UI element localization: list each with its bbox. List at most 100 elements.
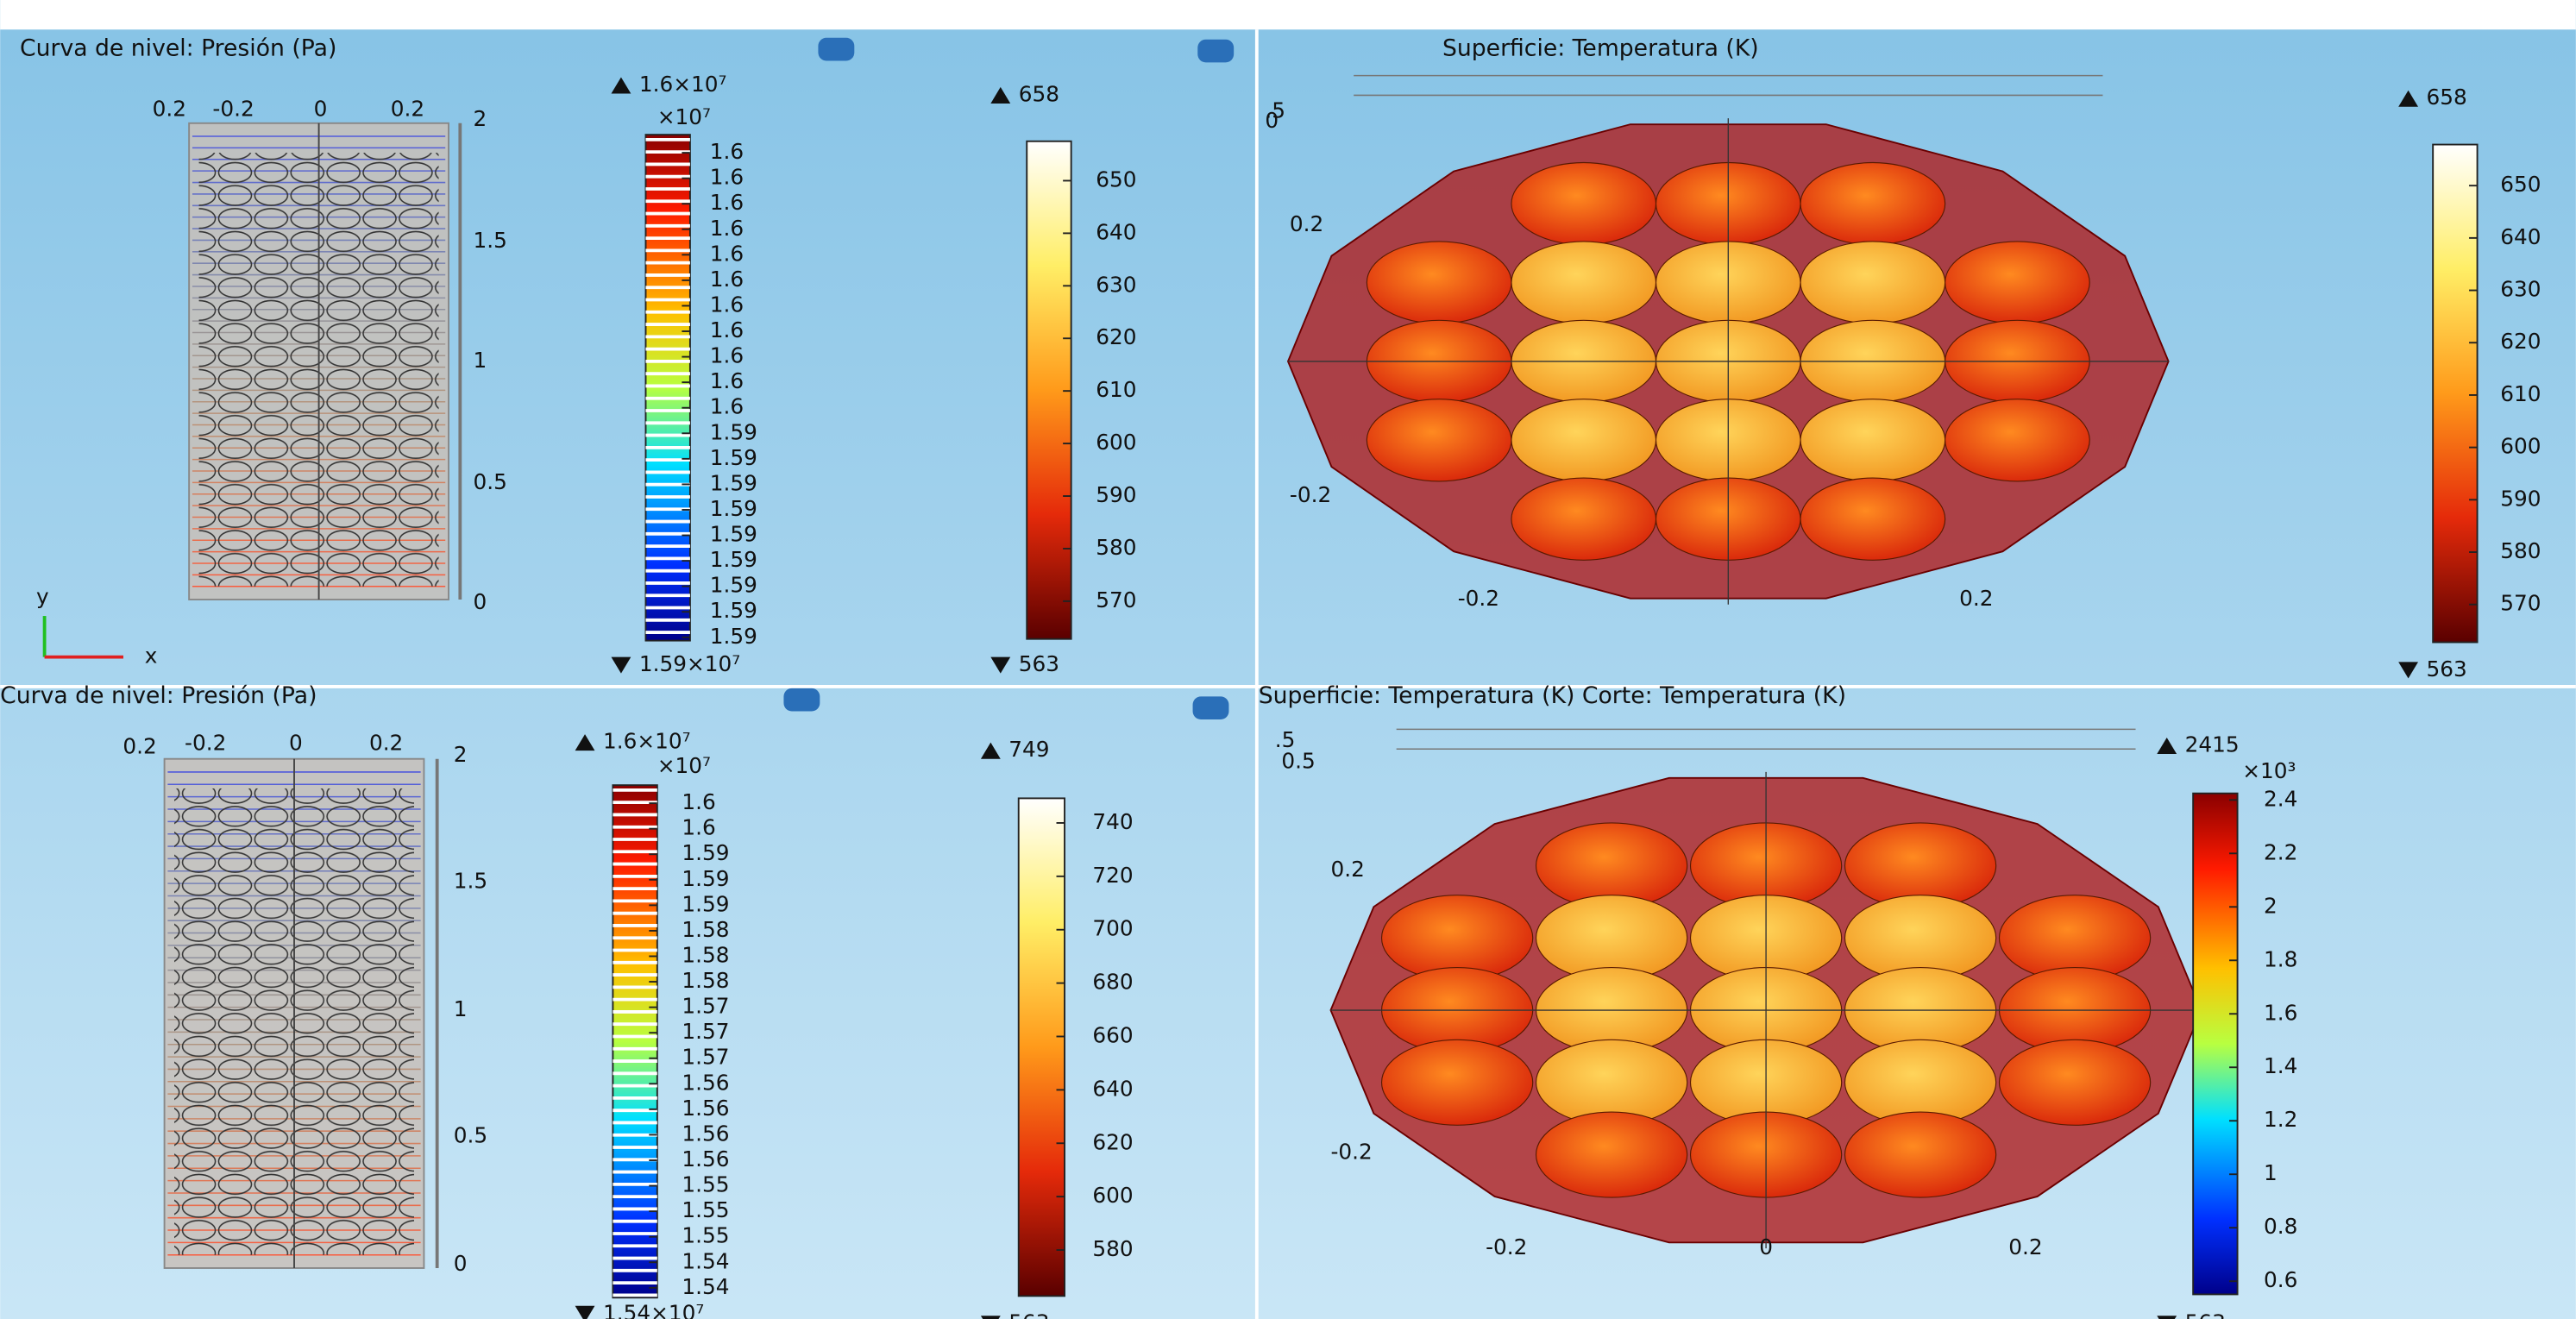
pellet	[1945, 241, 2090, 324]
legend-label: 1.6	[710, 368, 744, 393]
legend-label: 1.59	[710, 624, 757, 649]
legend-label: 580	[2500, 538, 2541, 563]
axis-label: y	[36, 584, 49, 609]
legend-label: 1.54	[682, 1274, 729, 1299]
legend-label: 610	[1096, 377, 1136, 402]
axis-label: x	[145, 644, 158, 669]
color-legend: 2.4 2.2 2 1.8 1.6 1.4 1.2 1 0.8 0.6 2415×10³ 563	[2157, 732, 2297, 1319]
x-tick-label: 0	[314, 97, 328, 122]
legend-label: 0.6	[2264, 1267, 2297, 1292]
legend-label: 1.6	[710, 394, 744, 419]
max-marker	[575, 734, 595, 751]
y-tick-label: 0.5	[454, 1123, 487, 1148]
pellet	[1945, 399, 2090, 482]
icon[interactable]	[783, 688, 820, 712]
legend-label: 570	[2500, 591, 2541, 616]
legend-min: 563	[1019, 651, 1059, 676]
legend-max: 658	[2427, 85, 2467, 110]
legend-label: 1.8	[2264, 946, 2297, 971]
legend-label: 1.6	[710, 241, 744, 266]
x-tick-label: 0.2	[2008, 1234, 2042, 1259]
color-legend: 650 640 630 620 610 600 590 580 570 658 563	[2398, 85, 2541, 681]
x-tick-label: 0	[1759, 1234, 1773, 1259]
legend-label: 1.6	[710, 317, 744, 342]
legend-label: 610	[2500, 381, 2541, 406]
pellet	[1511, 161, 1657, 246]
max-marker	[611, 77, 631, 94]
pellet	[1511, 241, 1657, 324]
panel: Curva de nivel: Presión (Pa) 0.2 -0.2 0 0.2 2…	[0, 682, 1134, 1319]
legend-max: 749	[1008, 737, 1049, 762]
y-tick-label: 0	[474, 589, 487, 614]
legend-label: 1	[2264, 1160, 2278, 1185]
min-marker	[575, 1305, 595, 1319]
y-tick-label: 1	[454, 996, 468, 1021]
color-bar	[1017, 797, 1065, 1297]
pellet	[1800, 399, 1946, 482]
legend-label: 1.59	[682, 891, 729, 916]
legend-label: 580	[1092, 1236, 1133, 1261]
x-tick-label: -0.2	[1458, 586, 1499, 611]
legend-max: 1.6×10⁷	[603, 729, 691, 754]
panel-title: Superficie: Temperatura (K) Corte: Tempe…	[1259, 682, 1846, 709]
y-tick-label: 0.5	[474, 469, 507, 494]
color-legend: 650 640 630 620 610 600 590 580 570 658 563	[990, 81, 1136, 676]
top-strip	[0, 0, 2576, 30]
legend-label: 1.55	[682, 1172, 729, 1197]
pellet	[1380, 1039, 1534, 1126]
icon[interactable]	[818, 37, 855, 61]
legend-label: 650	[1096, 166, 1136, 192]
legend-label: 1.56	[682, 1146, 729, 1171]
legend-min: 563	[1008, 1310, 1049, 1319]
min-marker	[611, 656, 631, 674]
icon[interactable]	[1197, 39, 1235, 63]
pellet	[1511, 399, 1657, 482]
color-bar	[2432, 143, 2479, 644]
legend-multiplier: ×10⁷	[657, 753, 711, 778]
legend-label: 1.6	[682, 789, 715, 814]
panel-title: Curva de nivel: Presión (Pa)	[0, 682, 317, 709]
y-tick-label: 2	[474, 106, 487, 131]
legend-label: 600	[1092, 1183, 1133, 1208]
legend-label: 1.56	[682, 1096, 729, 1121]
legend-label: 1.54	[682, 1248, 729, 1273]
pellet	[1844, 1111, 1997, 1198]
max-marker	[980, 742, 1001, 759]
legend-label: 580	[1096, 535, 1136, 560]
y-tick-label: .5	[1275, 727, 1296, 752]
legend-label: 700	[1092, 916, 1133, 941]
y-tick-label: 1.5	[454, 869, 487, 894]
legend-label: 660	[1092, 1022, 1133, 1047]
x-tick-label: 0.2	[1959, 586, 1993, 611]
pellet	[1366, 399, 1512, 482]
legend-label: 1.59	[682, 840, 729, 865]
toolbar-icons[interactable]	[783, 37, 1235, 719]
pellet	[1511, 477, 1657, 561]
legend-multiplier: ×10³	[2242, 758, 2296, 783]
y-tick-label: .5	[1265, 97, 1285, 122]
legend-label: 1.56	[682, 1121, 729, 1146]
legend-min: 563	[2427, 656, 2467, 681]
x-tick-label: 0	[289, 731, 303, 756]
legend-label: 1.59	[710, 547, 757, 572]
y-tick-label: 0.2	[1331, 857, 1365, 882]
legend-multiplier: ×10⁷	[657, 104, 711, 129]
x-tick-label: 0.2	[123, 733, 156, 758]
pellet	[1800, 241, 1946, 324]
legend-label: 1.6	[682, 815, 715, 840]
legend-min: 1.59×10⁷	[639, 651, 740, 676]
color-bar	[2192, 792, 2239, 1296]
legend-label: 1.59	[710, 522, 757, 547]
x-tick-label: -0.2	[1486, 1234, 1527, 1259]
legend-label: 1.56	[682, 1070, 729, 1095]
legend-min: 563	[2185, 1310, 2226, 1319]
pellet	[1998, 1039, 2152, 1126]
color-legend: 1.61.61.591.591.591.581.581.581.571.571.…	[575, 729, 729, 1319]
legend-label: 1.55	[682, 1223, 729, 1248]
legend-max: 2415	[2185, 732, 2240, 757]
legend-label: 630	[2500, 277, 2541, 302]
icon[interactable]	[1192, 696, 1229, 719]
legend-label: 1.6	[710, 267, 744, 292]
legend-label: 1.59	[710, 496, 757, 521]
x-tick-label: -0.2	[212, 97, 254, 122]
